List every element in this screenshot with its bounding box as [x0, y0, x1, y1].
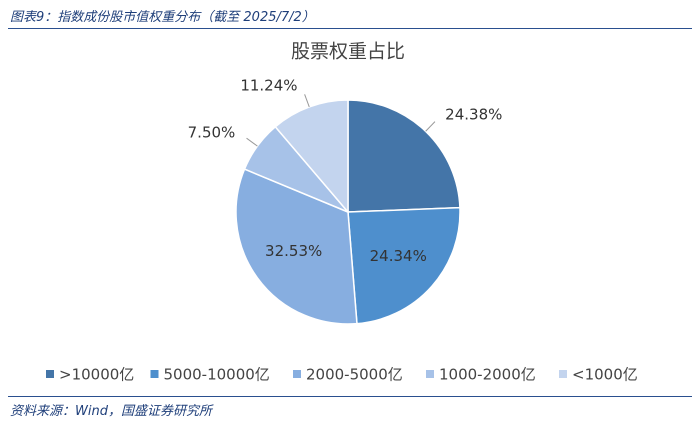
- header-rule: [8, 28, 692, 29]
- legend-swatch: [293, 370, 301, 378]
- leader-line: [246, 137, 258, 147]
- legend-swatch: [46, 370, 54, 378]
- source-note: 资料来源：Wind，国盛证券研究所: [10, 404, 212, 419]
- data-label: 7.50%: [188, 123, 236, 141]
- legend-label: <1000亿: [572, 366, 638, 384]
- data-label: 24.34%: [370, 247, 427, 265]
- pie-slice: [347, 99, 461, 213]
- pie-slice: [274, 99, 349, 215]
- leader-line: [304, 94, 310, 108]
- figure-caption: 图表9：指数成份股市值权重分布（截至 2025/7/2）: [10, 10, 315, 25]
- footer-rule: [8, 396, 692, 397]
- legend-swatch: [426, 370, 434, 378]
- legend-label: >10000亿: [59, 366, 134, 384]
- leader-line: [425, 121, 436, 132]
- legend-label: 2000-5000亿: [306, 366, 403, 384]
- legend-swatch: [559, 370, 567, 378]
- pie-slice: [347, 206, 461, 325]
- legend-swatch: [150, 370, 159, 378]
- data-label: 24.38%: [445, 106, 502, 124]
- legend-label: 1000-2000亿: [439, 366, 536, 384]
- pie-slice: [235, 168, 358, 325]
- legend-label: 5000-10000亿: [164, 366, 270, 384]
- data-label: 32.53%: [265, 242, 322, 260]
- chart-title: 股票权重占比: [291, 41, 405, 63]
- data-label: 11.24%: [240, 76, 297, 94]
